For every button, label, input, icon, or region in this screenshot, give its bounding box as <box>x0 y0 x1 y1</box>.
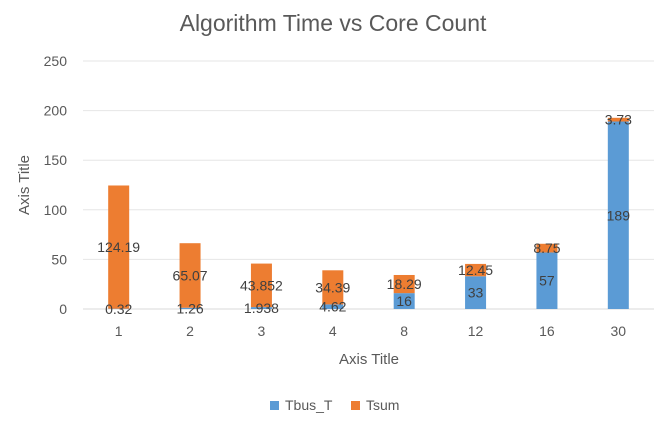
legend-swatch <box>270 401 279 410</box>
data-label: 124.19 <box>97 239 140 255</box>
data-label: 57 <box>539 273 555 289</box>
data-label: 16 <box>396 293 412 309</box>
data-label: 12.45 <box>458 262 493 278</box>
y-tick-label: 100 <box>44 202 68 218</box>
chart-title: Algorithm Time vs Core Count <box>180 10 487 36</box>
x-tick-label: 12 <box>468 323 484 339</box>
y-tick-label: 50 <box>51 251 67 267</box>
data-label: 4.62 <box>319 299 346 315</box>
data-label: 3.73 <box>605 112 632 128</box>
data-label: 34.39 <box>315 279 350 295</box>
y-axis-title: Axis Title <box>16 155 33 215</box>
y-tick-label: 250 <box>44 53 68 69</box>
x-tick-label: 3 <box>258 323 266 339</box>
x-tick-label: 16 <box>539 323 555 339</box>
x-tick-label: 8 <box>400 323 408 339</box>
y-tick-label: 0 <box>59 301 67 317</box>
data-label: 33 <box>468 285 484 301</box>
data-label: 65.07 <box>173 267 208 283</box>
data-label: 8.75 <box>533 240 560 256</box>
x-tick-label: 30 <box>611 323 627 339</box>
data-label: 1.26 <box>176 300 203 316</box>
y-tick-label: 200 <box>44 103 68 119</box>
x-axis-title: Axis Title <box>339 351 399 368</box>
legend-label: Tsum <box>366 397 399 413</box>
x-tick-label: 4 <box>329 323 337 339</box>
data-label: 189 <box>607 207 631 223</box>
data-label: 18.29 <box>387 276 422 292</box>
data-label: 0.32 <box>105 301 132 317</box>
data-label: 43.852 <box>240 277 283 293</box>
legend: Tbus_T Tsum <box>270 397 399 413</box>
legend-label: Tbus_T <box>285 397 333 413</box>
x-tick-label: 1 <box>115 323 123 339</box>
x-tick-label: 2 <box>186 323 194 339</box>
legend-swatch <box>351 401 360 410</box>
data-label: 1.938 <box>244 300 279 316</box>
data-labels: 0.32 124.19 1.26 65.07 1.938 43.852 4.62 34.39 1… <box>97 112 632 317</box>
gridlines <box>83 61 654 309</box>
y-tick-label: 150 <box>44 152 68 168</box>
